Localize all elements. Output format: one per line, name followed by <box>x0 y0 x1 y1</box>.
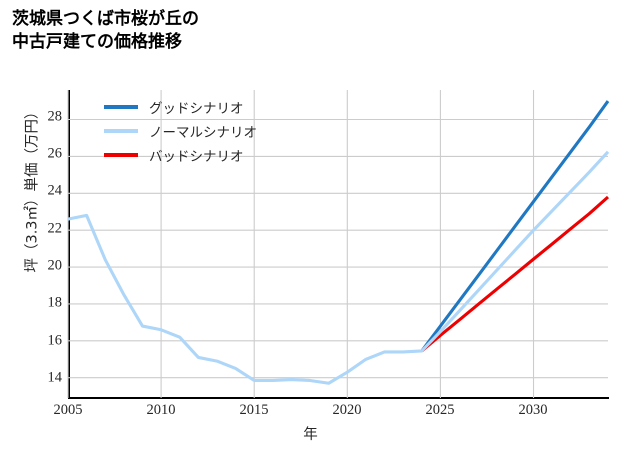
y-tick-18: 18 <box>47 294 63 311</box>
y-tick-26: 26 <box>47 145 63 162</box>
y-tick-24: 24 <box>47 182 63 199</box>
series-line <box>67 150 610 385</box>
y-tick-28: 28 <box>47 108 63 125</box>
series-line <box>420 100 610 352</box>
data-series-group <box>67 100 610 385</box>
y-tick-20: 20 <box>47 257 63 274</box>
x-axis-label: 年 <box>303 427 318 443</box>
legend-item-bad: バッドシナリオ <box>104 143 314 167</box>
legend: グッドシナリオ ノーマルシナリオ バッドシナリオ <box>104 95 314 167</box>
legend-swatch-normal <box>104 129 138 133</box>
legend-label-good: グッドシナリオ <box>149 101 244 117</box>
legend-swatch-bad <box>104 153 138 157</box>
x-tick-2030: 2030 <box>518 402 548 418</box>
legend-item-good: グッドシナリオ <box>104 95 314 119</box>
x-tick-2015: 2015 <box>239 402 269 418</box>
x-gridlines <box>67 90 535 398</box>
series-line <box>420 195 610 353</box>
x-tick-2010: 2010 <box>146 402 176 418</box>
x-tick-2005: 2005 <box>53 402 83 418</box>
y-axis-spine <box>68 90 70 399</box>
y-tick-16: 16 <box>47 332 63 349</box>
y-tick-22: 22 <box>47 220 63 237</box>
y-axis-tick-labels: 28 26 24 22 20 18 16 14 <box>22 0 63 465</box>
x-axis-spine <box>68 397 609 399</box>
y-tick-14: 14 <box>47 369 63 386</box>
legend-swatch-good <box>104 105 138 109</box>
page-title: 茨城県つくば市桜が丘の 中古戸建ての価格推移 <box>12 9 199 52</box>
legend-item-normal: ノーマルシナリオ <box>104 119 314 143</box>
legend-label-normal: ノーマルシナリオ <box>149 125 257 141</box>
legend-label-bad: バッドシナリオ <box>149 149 244 165</box>
x-tick-2025: 2025 <box>425 402 455 418</box>
x-tick-2020: 2020 <box>332 402 362 418</box>
